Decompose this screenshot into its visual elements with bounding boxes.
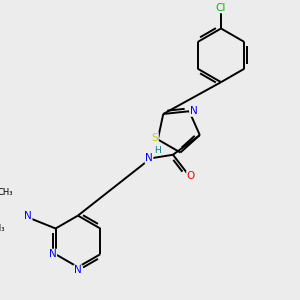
Text: N: N <box>145 153 153 163</box>
Text: O: O <box>187 171 195 181</box>
Text: CH₃: CH₃ <box>0 224 5 233</box>
Text: CH₃: CH₃ <box>0 188 13 197</box>
Text: N: N <box>190 106 197 116</box>
Text: S: S <box>152 133 158 143</box>
Text: H: H <box>154 146 160 155</box>
Text: N: N <box>24 211 32 221</box>
Text: Cl: Cl <box>216 3 226 13</box>
Text: N: N <box>49 249 57 259</box>
Text: N: N <box>74 265 82 275</box>
